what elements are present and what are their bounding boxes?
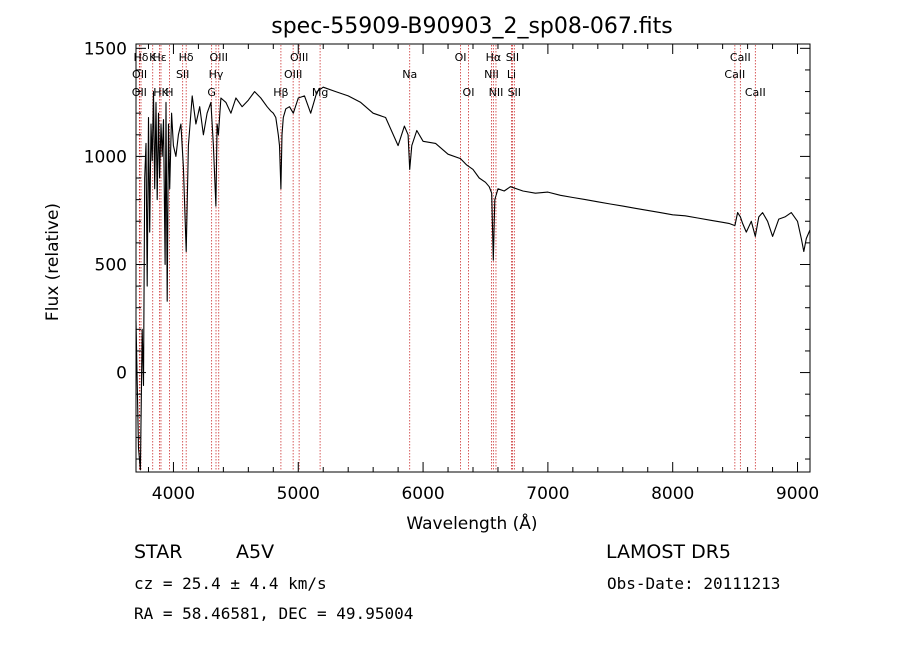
observation-date: Obs-Date: 20111213 (607, 574, 781, 593)
plot-frame (135, 43, 811, 473)
spectral-line-label: Li (507, 68, 516, 81)
spectral-line-label: NII (484, 68, 499, 81)
spectrum-series-line (135, 86, 811, 471)
spectral-line-label: OIII (284, 68, 302, 81)
spectral-line-label: CaII (730, 51, 751, 64)
spectral-line-label: OII (132, 86, 147, 99)
spectral-line-label: CaII (745, 86, 766, 99)
redshift-cz: cz = 25.4 ± 4.4 km/s (134, 574, 327, 593)
spectral-line-label: SII (506, 51, 519, 64)
spectral-line-label: Hγ (209, 68, 224, 81)
spectral-line-label: Hα (486, 51, 502, 64)
x-tick-label: 8000 (651, 484, 694, 504)
ra-dec-coordinates: RA = 58.46581, DEC = 49.95004 (134, 604, 414, 623)
y-axis-label: Flux (relative) (43, 203, 63, 321)
y-tick-label: 500 (95, 255, 127, 275)
spectral-line-label: HK (153, 86, 169, 99)
spectral-line-label: OIII (290, 51, 308, 64)
x-tick-label: 7000 (526, 484, 569, 504)
spectral-line-label: Hε (152, 51, 166, 64)
spectral-line-label: Hβ (273, 86, 288, 99)
spectral-line-label: CaII (724, 68, 745, 81)
x-tick-label: 6000 (401, 484, 444, 504)
spectral-line-label: G (207, 86, 216, 99)
x-tick-label: 5000 (277, 484, 320, 504)
x-tick-label: 9000 (776, 484, 819, 504)
x-axis-label: Wavelength (Å) (406, 512, 537, 534)
spectral-line-label: OIII (210, 51, 228, 64)
object-class: STAR (134, 541, 183, 563)
spectral-line-label: Hδ (179, 51, 194, 64)
spectral-line-label: Hδ (133, 51, 148, 64)
spectral-line-label: Na (402, 68, 417, 81)
y-tick-label: 0 (116, 364, 127, 384)
x-tick-label: 4000 (152, 484, 195, 504)
spectral-line-label: SII (176, 68, 189, 81)
y-tick-label: 1000 (84, 147, 127, 167)
spectral-line-label: OI (455, 51, 467, 64)
spectral-line-label: K (149, 51, 157, 64)
chart-title: spec-55909-B90903_2_sp08-067.fits (271, 14, 673, 39)
x-axis-ticks: 4000 5000 6000 7000 8000 9000 (147, 44, 819, 504)
object-subclass: A5V (236, 541, 275, 563)
spectral-line-label: H (165, 86, 173, 99)
y-tick-label: 1500 (84, 39, 127, 59)
spectral-line-label: SII (508, 86, 521, 99)
y-axis-ticks: 0 500 1000 1500 (84, 39, 810, 460)
spectral-line-label: NII (489, 86, 504, 99)
survey-name: LAMOST DR5 (606, 541, 731, 563)
spectral-line-label: OI (463, 86, 475, 99)
